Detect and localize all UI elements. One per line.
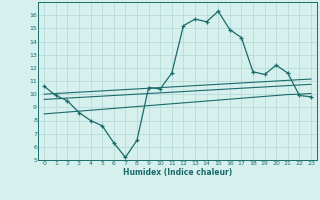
X-axis label: Humidex (Indice chaleur): Humidex (Indice chaleur) [123,168,232,177]
